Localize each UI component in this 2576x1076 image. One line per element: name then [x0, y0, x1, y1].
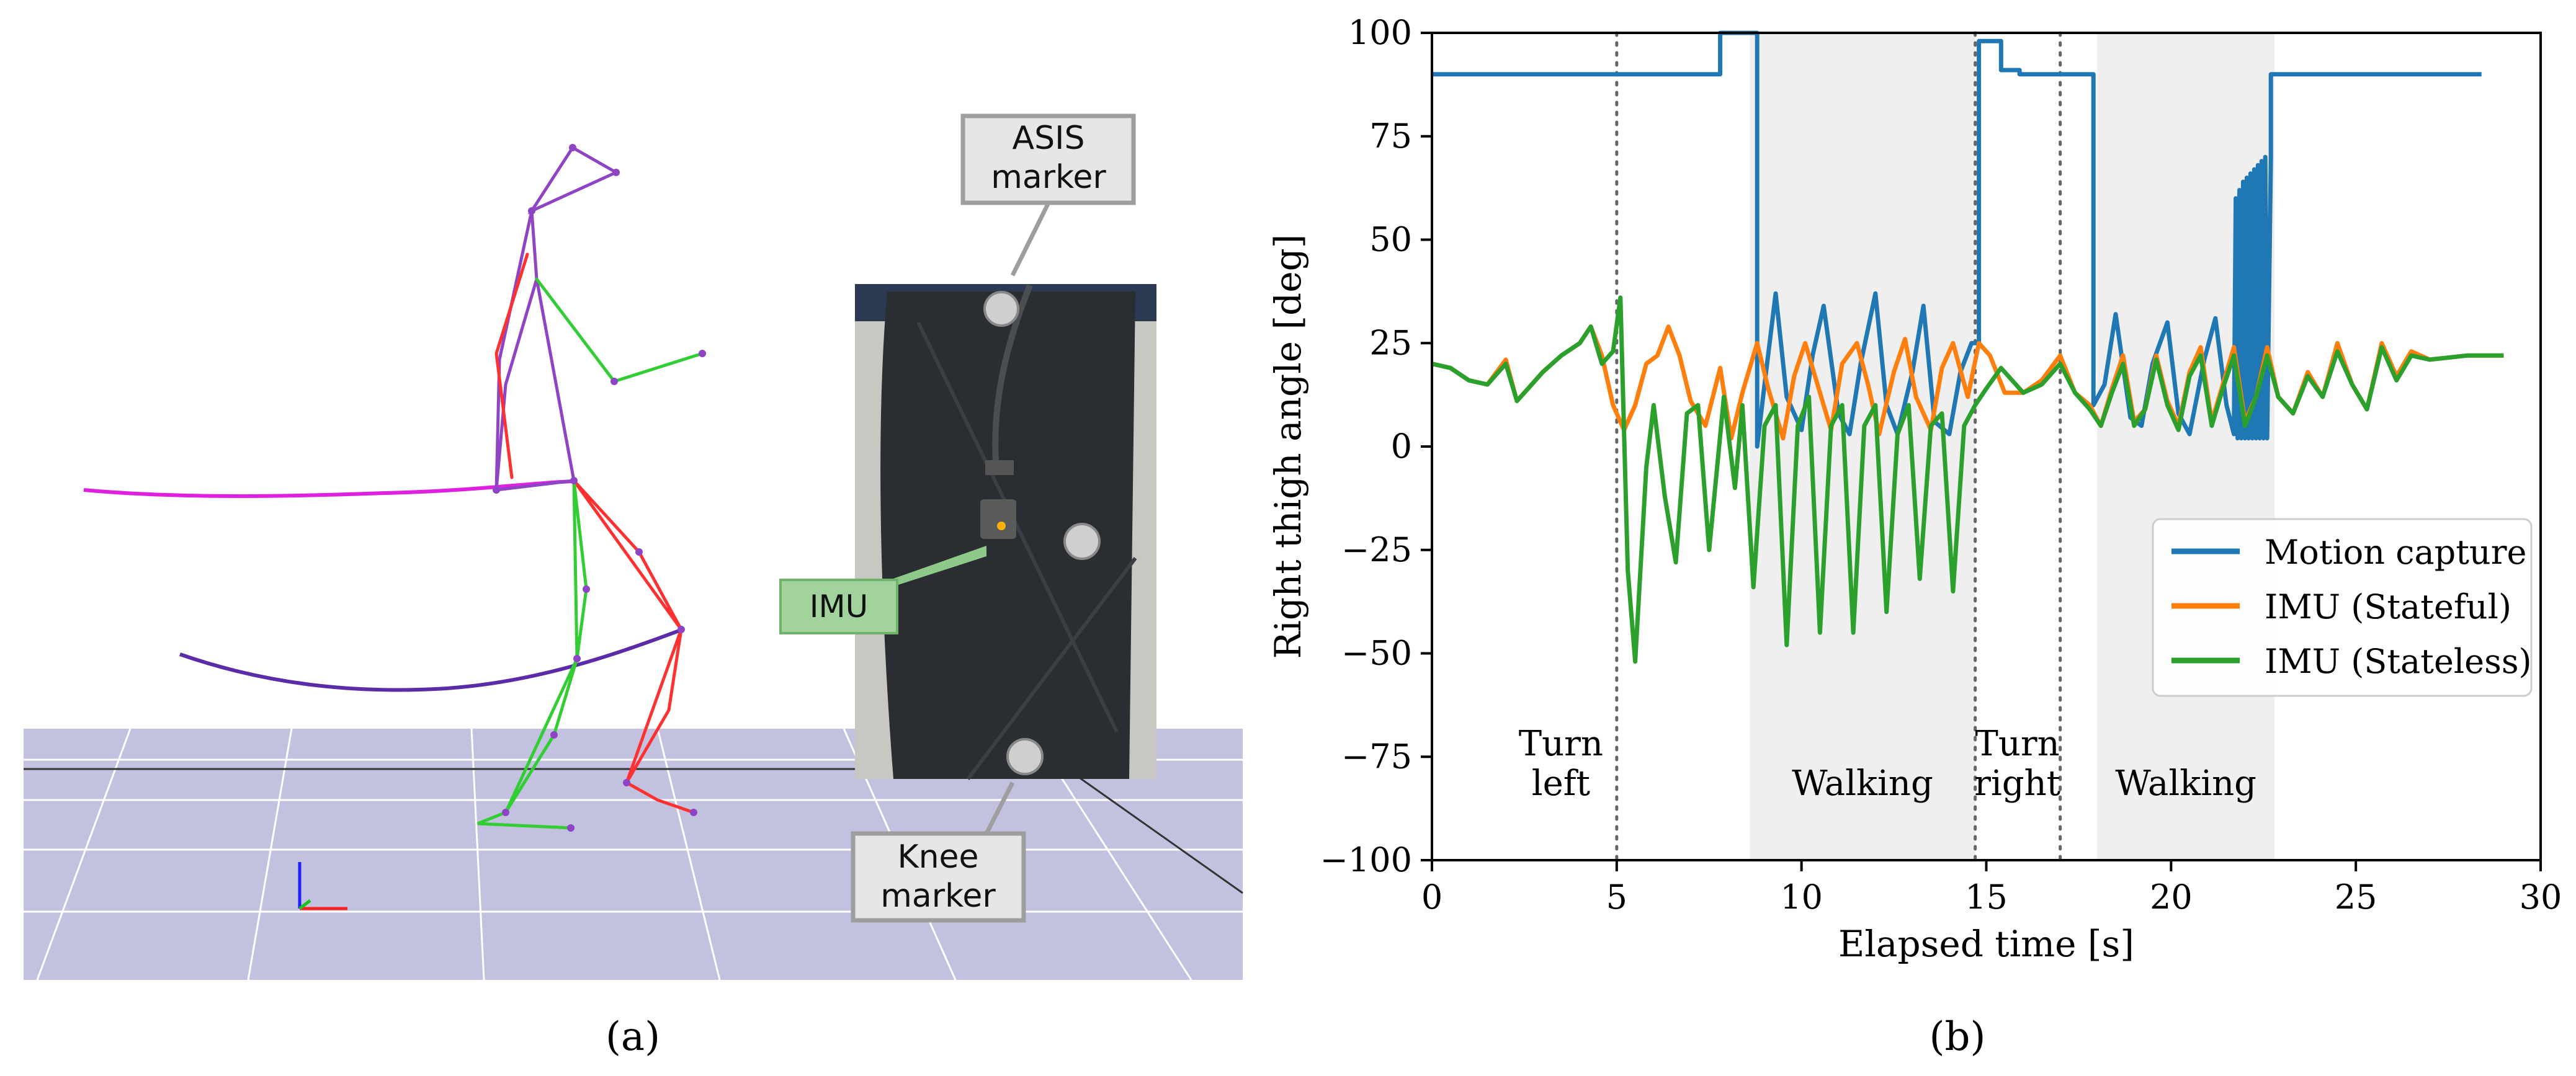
skeleton-joint — [569, 144, 576, 151]
y-tick-label: 0 — [1391, 427, 1412, 466]
asis-callout-box — [960, 113, 1136, 205]
panel-b-caption: (b) — [1929, 1014, 1986, 1060]
skeleton-joint — [502, 809, 509, 816]
legend-box — [2152, 518, 2533, 697]
legend-label: Motion capture — [2265, 533, 2526, 572]
asis-callout-line2: marker — [991, 159, 1106, 196]
x-tick-label: 0 — [1421, 878, 1442, 917]
skeleton-joint — [493, 486, 500, 494]
series-line-3 — [1432, 295, 2504, 664]
imu-callout-leader — [881, 546, 986, 590]
imu-callout-box — [779, 579, 898, 634]
skeleton-torso — [527, 146, 620, 215]
panel-a-caption: (a) — [605, 1014, 661, 1060]
panel-a: ASIS marker IMU Knee marker (a) — [0, 0, 1266, 1076]
x-tick-label: 10 — [1780, 878, 1823, 917]
knee-callout-line1: Knee — [897, 838, 978, 876]
region-label: Walking — [1792, 763, 1933, 804]
trajectory-upper — [83, 479, 575, 498]
x-tick-label: 5 — [1606, 878, 1627, 917]
knee-marker-dot — [1006, 738, 1044, 775]
skeleton-right-limb — [572, 479, 683, 631]
y-tick-label: −25 — [1341, 530, 1412, 569]
skeleton-joints — [493, 144, 706, 832]
region-label: Walking — [2115, 763, 2256, 804]
x-tick-label: 25 — [2335, 878, 2377, 917]
skeleton-joint — [528, 207, 535, 215]
skeleton-left-limb — [535, 277, 704, 383]
asis-callout-line1: ASIS — [1013, 120, 1085, 157]
y-axis-label: Right thigh angle [deg] — [1267, 234, 1309, 659]
skeleton-torso — [494, 277, 539, 492]
panel-b: Walking Walking Turn left Turn right 0 5 10 15 20 2… — [1266, 0, 2576, 1076]
x-tick-label: 15 — [1965, 878, 2008, 917]
imu-callout-label: IMU — [810, 589, 868, 625]
skeleton-joint — [583, 585, 590, 593]
skeleton-right-limb — [494, 252, 529, 479]
x-axis-label: Elapsed time [s] — [1838, 923, 2134, 965]
walking-shaded-region — [2097, 33, 2275, 860]
series-line-1 — [1432, 30, 2482, 449]
panel-a-figure: ASIS marker IMU Knee marker — [24, 113, 1243, 980]
floor-grid-line — [470, 728, 485, 980]
asis-marker-dot — [983, 291, 1019, 327]
floor-grid-line — [656, 728, 721, 980]
y-tick-label: 100 — [1348, 13, 1412, 52]
skeleton-joint — [699, 350, 706, 357]
skeleton-joint — [690, 809, 697, 816]
floor-grid-line — [36, 728, 132, 980]
x-tick-label: 30 — [2520, 878, 2562, 917]
y-tick-label: −75 — [1341, 737, 1412, 776]
knee-callout-box — [851, 831, 1026, 923]
knee-callout-line2: marker — [880, 878, 996, 915]
skeleton-joint — [567, 824, 575, 832]
asis-callout-leader — [1010, 202, 1051, 277]
skeleton-torso — [494, 209, 576, 492]
floor-grid-line — [247, 728, 293, 980]
origin-axes-icon — [298, 862, 347, 910]
skeleton-joint — [570, 477, 578, 484]
skeleton-lower-link — [625, 628, 683, 785]
imu-photo — [855, 284, 1156, 780]
event-label: Turn — [1519, 724, 1603, 764]
skeleton-joint — [612, 169, 620, 176]
x-tick-label: 20 — [2150, 878, 2193, 917]
skeleton-joint — [573, 655, 581, 662]
floor-axis-line — [1067, 768, 1243, 894]
skeleton-joint — [623, 779, 630, 786]
y-tick-label: 25 — [1369, 323, 1412, 362]
event-label: Turn — [1975, 724, 2059, 764]
trajectory-lower — [179, 628, 684, 692]
skeleton-joint — [678, 626, 685, 633]
y-tick-label: 75 — [1369, 117, 1412, 156]
skeleton-joint — [635, 548, 643, 556]
event-label: right — [1974, 763, 2061, 804]
legend-label: IMU (Stateless) — [2265, 642, 2532, 681]
y-tick-label: 50 — [1369, 220, 1412, 259]
y-tick-label: −100 — [1320, 840, 1412, 879]
y-tick-label: −50 — [1341, 634, 1412, 673]
skeleton-joint — [610, 378, 618, 385]
skeleton-joint — [550, 731, 558, 739]
skeleton — [477, 146, 704, 830]
knee-callout-leader — [984, 781, 1015, 835]
legend-label: IMU (Stateful) — [2265, 587, 2511, 626]
event-label: left — [1532, 763, 1591, 804]
